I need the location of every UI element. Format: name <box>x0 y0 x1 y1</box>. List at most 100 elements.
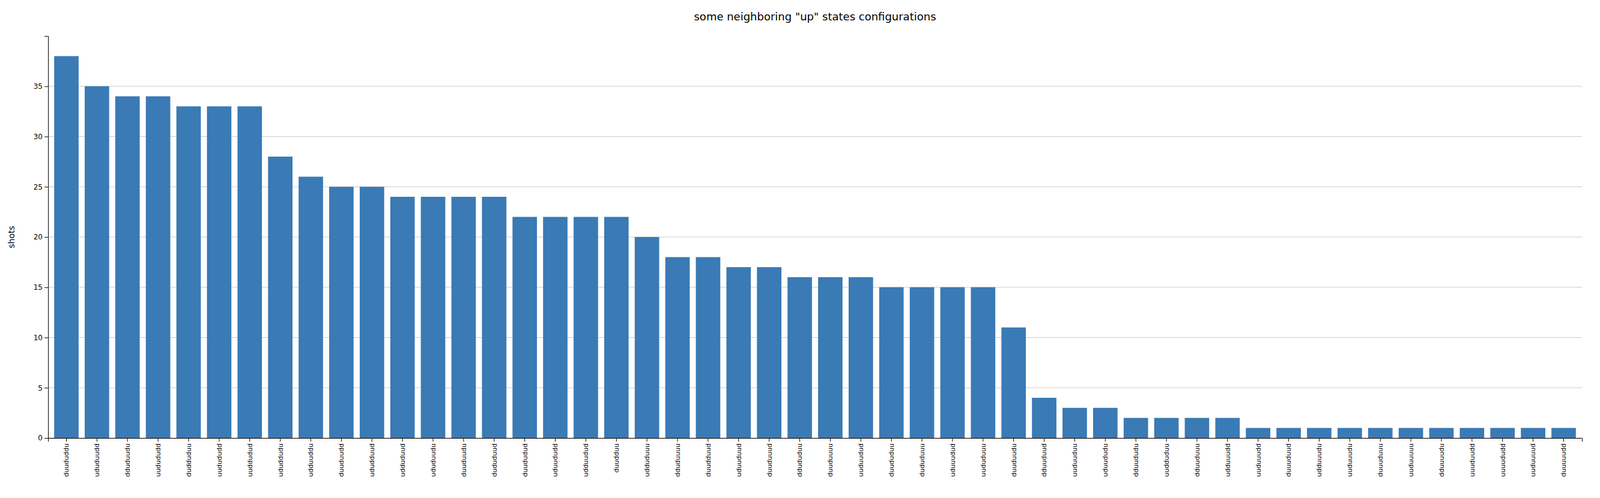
tick-mark <box>463 438 464 443</box>
bar <box>481 196 507 439</box>
tick-label: uuduudud <box>857 443 865 478</box>
tick-label: uudududd <box>215 443 224 478</box>
tick-label: duudduud <box>704 443 713 478</box>
tick: duudduud <box>704 438 713 478</box>
tick-label: dduduuuu <box>673 443 682 478</box>
tick-mark <box>371 438 373 443</box>
tick-label: uduududu <box>1101 443 1110 478</box>
bar <box>421 196 446 439</box>
tick-label: uuuduudd <box>1468 443 1477 478</box>
tick-mark <box>1410 438 1412 443</box>
bar <box>54 56 79 440</box>
bar <box>1245 428 1271 439</box>
tick-label: uduuduud <box>735 443 743 478</box>
tick: duuduudu <box>460 438 468 478</box>
tick: dduuduud <box>1040 438 1049 478</box>
tick: duuuduuu <box>1376 438 1385 478</box>
tick: duududuu <box>887 438 896 478</box>
axis-line <box>48 439 1583 443</box>
bar <box>726 267 751 439</box>
bar <box>818 277 843 439</box>
tick: duuduuuu <box>826 438 835 478</box>
bar <box>1215 418 1240 440</box>
tick-mark <box>1440 438 1442 443</box>
bar <box>787 277 813 439</box>
tick-label: uuuududd <box>1499 443 1507 478</box>
tick-label: 15 <box>33 283 43 292</box>
tick: ududuudu <box>429 438 438 478</box>
tick: uuduuuud <box>1529 438 1537 478</box>
tick-label: duuduudu <box>460 443 468 478</box>
tick-label: uduuudud <box>948 443 957 478</box>
bar <box>451 196 477 439</box>
tick-mark <box>218 438 220 443</box>
tick-mark <box>493 438 495 443</box>
tick-mark <box>616 438 617 443</box>
bar <box>665 257 691 440</box>
tick: udduuudd <box>1224 438 1232 478</box>
tick-label: ududuudu <box>429 443 438 478</box>
tick-mark <box>44 287 49 289</box>
tick-label: udduudud <box>581 443 590 478</box>
tick: dduduuuu <box>673 438 682 478</box>
tick: dduuuudu <box>1437 438 1446 478</box>
tick-label: duuduudu <box>1010 443 1019 478</box>
tick-label: uududuuu <box>979 443 988 478</box>
y-axis: 05101520253035 <box>33 36 49 444</box>
tick: 0 <box>37 434 49 443</box>
tick-label: uuduuuuu <box>1407 443 1416 478</box>
bar <box>390 196 416 439</box>
tick-mark <box>554 438 556 443</box>
tick: 30 <box>33 132 49 142</box>
tick-mark <box>1074 438 1076 443</box>
tick-mark <box>1502 438 1503 443</box>
tick-label: duuduuud <box>765 443 774 478</box>
bar <box>1368 428 1393 439</box>
tick-label: uuduuudd <box>1254 443 1263 478</box>
tick-label: uudduduu <box>1162 443 1171 478</box>
tick: uuduudud <box>857 438 865 478</box>
bar <box>604 217 629 440</box>
tick-label: 25 <box>33 183 43 192</box>
grid <box>48 86 1582 439</box>
bar <box>1306 428 1332 439</box>
bar <box>1001 327 1026 439</box>
tick: 35 <box>33 82 49 91</box>
bar <box>267 156 293 439</box>
tick-mark <box>402 438 404 443</box>
tick: duudduu <box>612 438 621 474</box>
tick: 25 <box>33 183 49 192</box>
tick-mark <box>768 438 770 443</box>
tick-label: dduduudu <box>123 443 132 478</box>
tick: 5 <box>37 384 49 393</box>
bar <box>940 287 966 439</box>
tick-mark <box>830 438 831 443</box>
tick-mark <box>127 438 128 443</box>
bar <box>237 106 262 439</box>
tick-label: uduududd <box>551 443 560 478</box>
tick-mark <box>921 438 923 443</box>
tick-mark <box>1380 438 1381 443</box>
bar <box>1154 418 1179 440</box>
tick-mark <box>157 438 159 443</box>
tick-mark <box>1288 438 1289 443</box>
bar <box>909 287 935 439</box>
tick-mark <box>524 438 525 443</box>
tick: 15 <box>33 283 49 292</box>
tick: dudduduu <box>184 438 193 478</box>
bar <box>1031 398 1057 439</box>
tick: uudududd <box>215 438 224 478</box>
tick: ududduud <box>368 438 376 478</box>
axis-title: shots <box>6 225 17 249</box>
tick-label: udduduud <box>398 443 407 478</box>
tick-label: ududduud <box>368 443 376 478</box>
tick: uuduuudd <box>1254 438 1263 478</box>
tick-mark <box>1349 438 1351 443</box>
tick-label: udduuddu <box>306 443 315 478</box>
tick-label: duuduudd <box>337 443 346 478</box>
tick-label: duududdu <box>62 443 71 478</box>
tick-label: duududud <box>521 443 530 478</box>
bar <box>84 86 110 439</box>
bars <box>54 56 1576 440</box>
tick-label: duudduu <box>612 443 621 474</box>
